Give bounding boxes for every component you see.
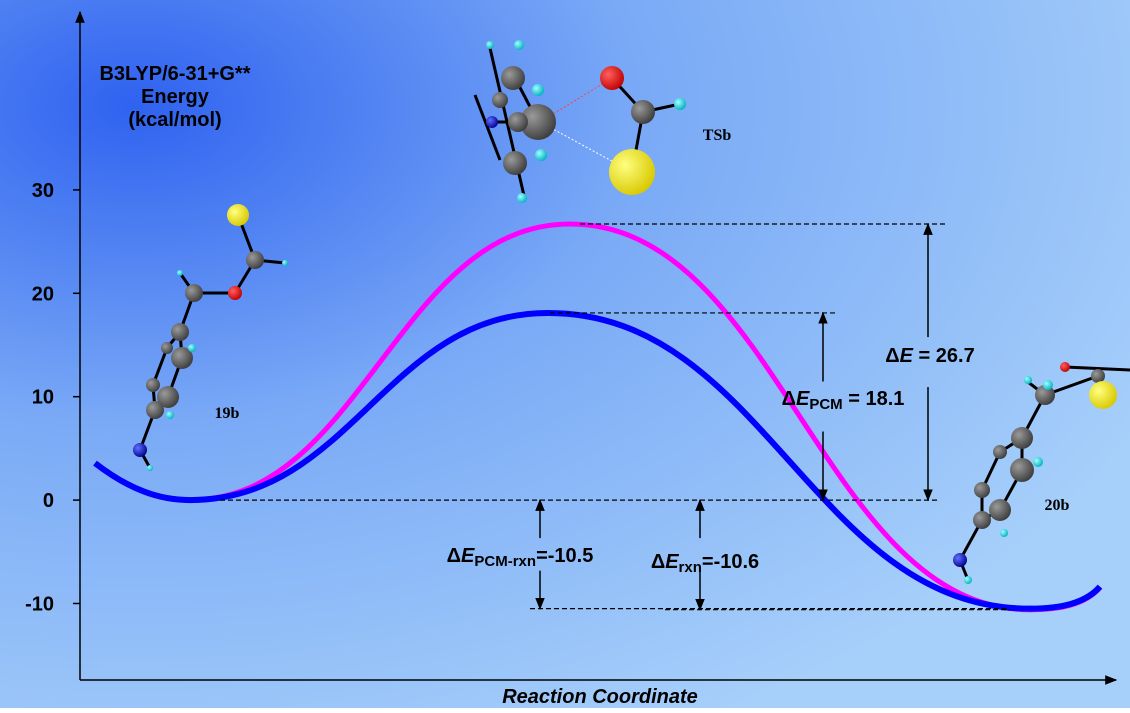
energy-label: ΔEPCM = 18.1 xyxy=(782,388,905,413)
y-tick-label: 20 xyxy=(32,283,54,305)
page: B3LYP/6-31+G** Energy (kcal/mol) Reactio… xyxy=(0,0,1130,708)
y-tick-label: 0 xyxy=(43,490,54,512)
structure-label: 20b xyxy=(1045,497,1070,514)
y-tick-label: 30 xyxy=(32,180,54,202)
y-axis-title: Energy xyxy=(141,86,210,108)
structure-label: TSb xyxy=(703,127,732,144)
chart: B3LYP/6-31+G** Energy (kcal/mol) Reactio… xyxy=(0,0,1130,708)
y-tick-label: -10 xyxy=(25,593,54,615)
y-axis-title: (kcal/mol) xyxy=(128,109,221,131)
energy-label: ΔE = 26.7 xyxy=(885,345,974,367)
x-axis-title: Reaction Coordinate xyxy=(502,686,698,708)
structure-label: 19b xyxy=(215,405,240,422)
y-axis-title: B3LYP/6-31+G** xyxy=(99,63,250,85)
y-tick-label: 10 xyxy=(32,387,54,409)
energy-label: ΔErxn=-10.6 xyxy=(651,551,759,576)
